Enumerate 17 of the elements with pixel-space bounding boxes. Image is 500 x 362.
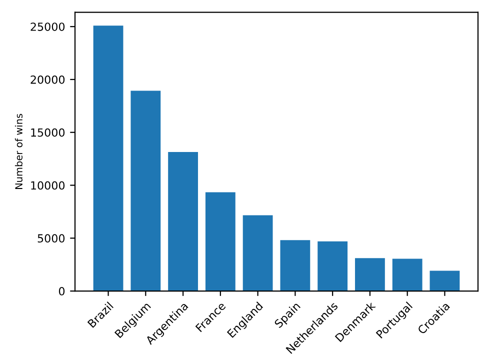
bar	[93, 26, 124, 292]
y-tick-label: 20000	[30, 75, 65, 84]
bar	[355, 258, 385, 292]
y-tick-label: 15000	[31, 128, 65, 137]
y-tick-label: 25000	[30, 22, 65, 31]
y-tick-label: 5000	[38, 234, 65, 243]
bar	[318, 241, 348, 292]
bar	[130, 90, 161, 292]
bar	[392, 258, 422, 292]
bar	[280, 240, 310, 292]
bar	[168, 152, 198, 292]
y-tick-label: 10000	[31, 181, 65, 190]
y-axis-title: Number of wins	[14, 114, 22, 189]
y-tick-label: 0	[58, 287, 65, 296]
bar	[242, 215, 273, 292]
bar	[430, 270, 460, 292]
bar	[205, 192, 236, 292]
